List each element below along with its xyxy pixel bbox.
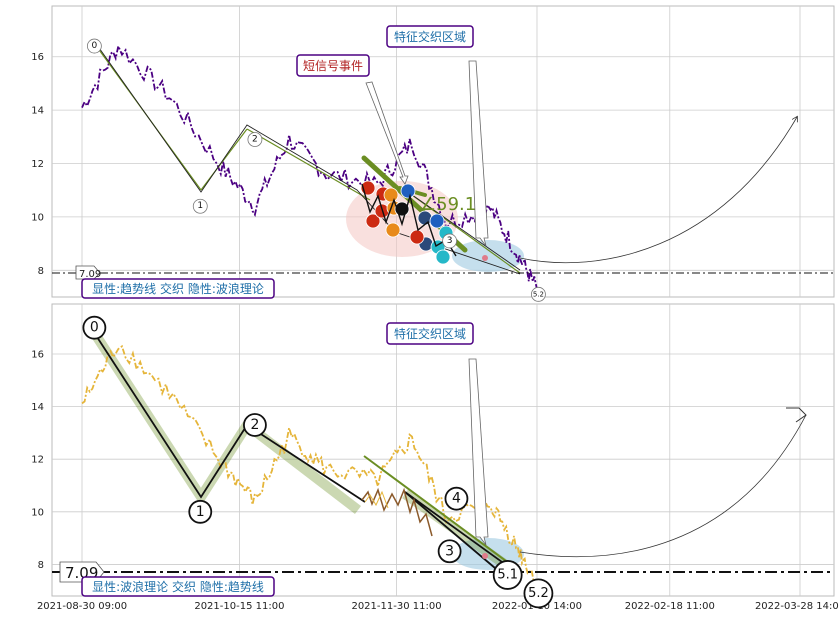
y-tick-label: 10 — [31, 507, 44, 518]
y-tick-label: 12 — [31, 159, 44, 170]
x-tick-label: 2021-10-15 11:00 — [194, 601, 284, 612]
bottom-footer-box — [81, 576, 275, 597]
wave-label: 4 — [452, 491, 461, 507]
wave-label: 1 — [196, 504, 205, 520]
signal-bubble — [383, 187, 399, 203]
y-tick-label: 14 — [31, 106, 44, 117]
wave-marker — [192, 198, 208, 214]
signal-bubble — [435, 249, 451, 265]
wave-marker — [444, 486, 469, 511]
bottom-price-line — [81, 344, 538, 587]
top-footer: 显性:趋势线 交织 隐性:波浪理论 — [92, 281, 264, 296]
wave-label: 5.2 — [533, 290, 544, 298]
signal-bubble — [400, 183, 416, 199]
wave-label: 3 — [447, 236, 453, 246]
signal-bubble — [385, 222, 401, 238]
top-level-label: 7.09 — [79, 269, 101, 280]
bottom-zigzag — [361, 487, 433, 537]
wave-label: 5.1 — [497, 567, 518, 582]
y-tick-label: 10 — [31, 212, 44, 223]
top-callout-zone-text: 特征交织区域 — [394, 29, 466, 44]
x-tick-label: 2021-08-30 09:00 — [37, 601, 127, 612]
bottom-trend-line — [363, 455, 511, 565]
y-tick-label: 8 — [38, 560, 44, 571]
bottom-callout-zone-text: 特征交织区域 — [394, 326, 466, 341]
y-tick-label: 14 — [31, 402, 44, 413]
top-y-ticks: 8 10 12 14 16 — [31, 52, 44, 277]
signal-bubble — [429, 213, 445, 229]
bottom-x-ticks: 2021-08-30 09:00 2021-10-15 11:00 2021-11-… — [37, 601, 839, 612]
wave-label: 1 — [197, 201, 203, 211]
top-callout-zone: 特征交织区域 — [386, 25, 489, 247]
top-footer-box — [81, 278, 275, 299]
x-tick-label: 2021-11-30 11:00 — [351, 601, 441, 612]
x-tick-label: 2022-03-28 14:00 — [755, 601, 839, 612]
signal-zigzag — [361, 183, 457, 257]
signal-bubble — [409, 229, 425, 245]
wave-label: 0 — [92, 41, 98, 51]
top-wave-labels: 0 1 2 3 5.2 — [86, 38, 546, 302]
wave-label: 2 — [250, 417, 259, 433]
top-projection-curve — [519, 117, 797, 264]
wave-marker — [247, 132, 263, 147]
top-callout-signal: 短信号事件 — [296, 54, 409, 185]
y-tick-label: 12 — [31, 455, 44, 466]
bottom-wave-skeleton — [96, 336, 521, 576]
y-tick-label: 16 — [31, 349, 44, 360]
top-callout-signal-text: 短信号事件 — [303, 59, 363, 73]
wave-marker — [442, 233, 458, 249]
bottom-signal-dot — [482, 553, 488, 559]
bottom-callout-zone: 特征交织区域 — [386, 322, 489, 546]
bottom-footer: 显性:波浪理论 交织 隐性:趋势线 — [92, 579, 264, 594]
x-tick-label: 2022-02-18 11:00 — [625, 601, 715, 612]
wave-label: 5.2 — [528, 586, 549, 601]
wave-label: 3 — [445, 543, 454, 559]
y-tick-label: 16 — [31, 52, 44, 63]
top-price-line — [81, 43, 538, 290]
bottom-y-ticks: 8 10 12 14 16 — [31, 349, 44, 570]
y-tick-label: 8 — [38, 266, 44, 277]
bottom-wave-labels: 0 1 2 3 4 5.1 5.2 — [82, 315, 554, 609]
bottom-projection-head — [786, 407, 807, 423]
wave-marker — [437, 539, 462, 564]
top-angle-label: ∠59.1° — [420, 194, 485, 215]
signal-dot — [482, 255, 488, 261]
signal-bubble — [365, 213, 381, 229]
wave-marker — [82, 315, 107, 340]
bottom-zigzag-inner — [364, 490, 389, 509]
wave-marker — [523, 578, 554, 609]
wave-label: 0 — [90, 320, 99, 336]
wave-label: 2 — [252, 134, 258, 144]
wave-marker — [188, 499, 213, 524]
wave-marker — [243, 413, 267, 437]
top-grid — [52, 6, 834, 297]
top-level-tag: 7.09 — [75, 265, 101, 280]
wave-marker — [492, 560, 523, 590]
bottom-projection-curve — [519, 414, 807, 558]
top-feature-zone — [452, 240, 524, 272]
wave-marker — [86, 38, 102, 54]
wave-marker — [531, 286, 546, 302]
